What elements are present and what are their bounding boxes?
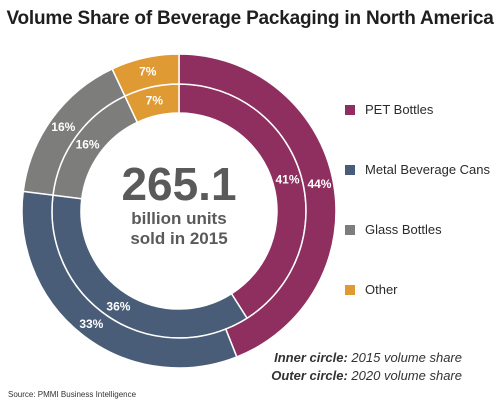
legend-label-other: Other	[365, 282, 398, 297]
legend-swatch-other	[345, 285, 355, 295]
legend-item-pet-bottles: PET Bottles	[345, 102, 500, 118]
data-label-2020-pet-bottles: 44%	[307, 177, 331, 191]
legend-label-glass: Glass Bottles	[365, 222, 442, 237]
note-outer-circle: Outer circle: 2020 volume share	[271, 368, 462, 383]
center-line-2: sold in 2015	[130, 229, 228, 248]
note-outer-text: 2020 volume share	[351, 368, 462, 383]
legend-item-glass-bottles: Glass Bottles	[345, 222, 500, 238]
legend-label-cans: Metal Beverage Cans	[365, 162, 491, 177]
note-inner-key: Inner circle:	[274, 350, 348, 365]
legend-item-other: Other	[345, 282, 500, 298]
note-outer-key: Outer circle:	[271, 368, 348, 383]
data-label-2015-glass-bottles: 16%	[76, 138, 100, 152]
legend-item-metal-cans: Metal Beverage Cans	[345, 162, 500, 178]
center-total-value: 265.1	[121, 158, 237, 210]
data-label-2020-other: 7%	[139, 64, 157, 78]
legend-swatch-pet	[345, 105, 355, 115]
legend-label-pet: PET Bottles	[365, 102, 434, 117]
legend-swatch-cans	[345, 165, 355, 175]
data-label-2015-pet-bottles: 41%	[275, 172, 299, 186]
note-inner-text: 2015 volume share	[351, 350, 462, 365]
data-label-2020-glass-bottles: 16%	[51, 120, 75, 134]
legend-swatch-glass	[345, 225, 355, 235]
source-note: Source: PMMI Business Intelligence	[8, 390, 137, 399]
note-inner-circle: Inner circle: 2015 volume share	[274, 350, 462, 365]
slice-2020-other	[111, 53, 180, 98]
data-label-2020-metal-cans: 33%	[79, 317, 103, 331]
data-label-2015-metal-cans: 36%	[106, 299, 130, 313]
chart-title: Volume Share of Beverage Packaging in No…	[6, 8, 494, 29]
center-line-1: billion units	[131, 209, 227, 228]
data-label-2015-other: 7%	[146, 94, 164, 108]
